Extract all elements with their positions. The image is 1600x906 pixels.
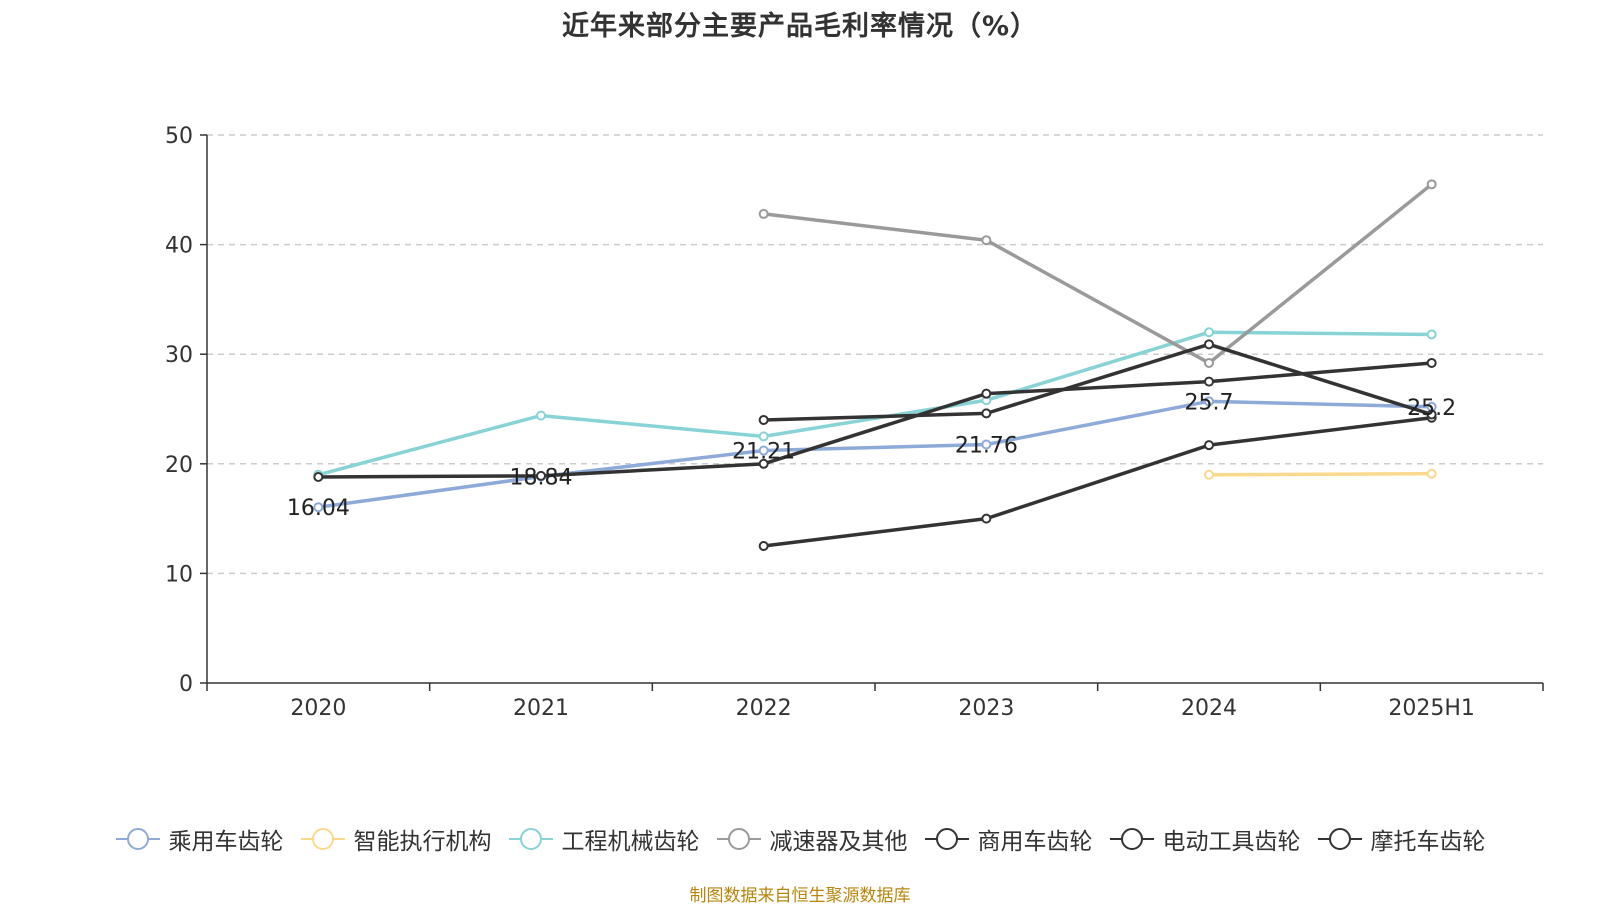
x-tick-label: 2025H1 bbox=[1388, 696, 1475, 721]
legend-label: 摩托车齿轮 bbox=[1370, 829, 1486, 855]
legend-line-marker-icon bbox=[508, 828, 553, 850]
legend-label: 电动工具齿轮 bbox=[1162, 829, 1301, 855]
data-point bbox=[758, 208, 769, 219]
data-point bbox=[1426, 468, 1437, 479]
data-label: 18.84 bbox=[510, 466, 573, 491]
data-point bbox=[1204, 469, 1214, 480]
legend: 乘用车齿轮 智能执行机构 工程机械齿轮 减速器及其他 商用车齿轮 电动工具齿轮 摩托车齿轮 bbox=[0, 822, 1600, 856]
series-line bbox=[761, 416, 1434, 548]
data-point bbox=[1204, 440, 1214, 451]
data-point bbox=[758, 431, 769, 442]
series-3 bbox=[758, 179, 1437, 368]
legend-label: 智能执行机构 bbox=[353, 829, 492, 855]
data-point bbox=[758, 414, 769, 425]
data-label: 25.2 bbox=[1407, 396, 1456, 421]
series-4 bbox=[313, 357, 1437, 482]
legend-item[interactable]: 商用车齿轮 bbox=[924, 822, 1093, 856]
source-note: 制图数据来自恒生聚源数据库 bbox=[689, 886, 911, 906]
data-point bbox=[981, 388, 992, 399]
data-point bbox=[758, 541, 769, 551]
axis-layer: 0 10 20 30 40 50 2020 2021 2022 2023 2024 2025H1 bbox=[165, 124, 1544, 721]
legend-item[interactable]: 电动工具齿轮 bbox=[1109, 822, 1301, 856]
series-line bbox=[316, 399, 1434, 509]
x-tick-label: 2023 bbox=[958, 696, 1014, 721]
series-0 bbox=[313, 396, 1437, 513]
series-6 bbox=[758, 339, 1437, 425]
chart-title: 近年来部分主要产品毛利率情况（%） bbox=[561, 11, 1039, 42]
data-point bbox=[1426, 409, 1437, 420]
data-point bbox=[758, 458, 769, 469]
data-point bbox=[1204, 396, 1214, 407]
data-point bbox=[1426, 357, 1437, 368]
x-tick-label: 2022 bbox=[736, 696, 792, 721]
legend-line-marker-icon bbox=[115, 828, 160, 850]
legend-label: 减速器及其他 bbox=[769, 829, 908, 855]
series-line bbox=[761, 182, 1434, 365]
legend-label: 工程机械齿轮 bbox=[561, 829, 700, 855]
legend-line-marker-icon bbox=[1317, 828, 1362, 850]
y-tick-label: 30 bbox=[165, 343, 193, 368]
series-layer bbox=[313, 179, 1437, 551]
data-point bbox=[1204, 339, 1214, 350]
data-label: 21.76 bbox=[955, 434, 1018, 459]
data-label: 21.21 bbox=[732, 440, 795, 465]
x-tick-label: 2021 bbox=[513, 696, 569, 721]
x-tick-label: 2020 bbox=[290, 696, 346, 721]
data-point bbox=[1204, 327, 1214, 338]
legend-item[interactable]: 工程机械齿轮 bbox=[508, 822, 700, 856]
grid-layer bbox=[207, 134, 1543, 575]
data-point bbox=[536, 410, 546, 421]
y-tick-label: 50 bbox=[165, 124, 193, 149]
data-point bbox=[981, 439, 992, 450]
series-line bbox=[1207, 471, 1434, 477]
legend-line-marker-icon bbox=[924, 828, 969, 850]
data-label: 16.04 bbox=[287, 496, 350, 521]
x-tick-label: 2024 bbox=[1181, 696, 1237, 721]
legend-item[interactable]: 摩托车齿轮 bbox=[1317, 822, 1486, 856]
legend-line-marker-icon bbox=[716, 828, 761, 850]
data-point bbox=[1426, 329, 1437, 340]
legend-label: 乘用车齿轮 bbox=[168, 829, 284, 855]
legend-item[interactable]: 减速器及其他 bbox=[716, 822, 908, 856]
data-point bbox=[981, 513, 992, 524]
data-point bbox=[313, 471, 324, 482]
data-point bbox=[981, 408, 992, 419]
legend-line-marker-icon bbox=[1109, 828, 1154, 850]
series-line bbox=[761, 342, 1434, 422]
data-point bbox=[758, 445, 769, 456]
legend-item[interactable]: 智能执行机构 bbox=[300, 822, 492, 856]
data-label-layer: 16.04 18.84 21.21 21.76 25.7 25.2 bbox=[287, 390, 1456, 521]
data-label: 25.7 bbox=[1185, 390, 1234, 415]
y-tick-label: 20 bbox=[165, 453, 193, 478]
data-point bbox=[981, 235, 992, 246]
y-tick-label: 40 bbox=[165, 234, 193, 259]
data-point bbox=[1204, 357, 1214, 368]
y-tick-label: 0 bbox=[179, 672, 193, 697]
legend-line-marker-icon bbox=[300, 828, 345, 850]
data-point bbox=[1204, 376, 1214, 387]
series-1 bbox=[1204, 468, 1437, 480]
y-tick-label: 10 bbox=[165, 562, 193, 587]
data-point bbox=[313, 502, 324, 513]
legend-label: 商用车齿轮 bbox=[977, 829, 1093, 855]
data-point bbox=[536, 470, 546, 481]
legend-item[interactable]: 乘用车齿轮 bbox=[115, 822, 284, 856]
data-point bbox=[1426, 179, 1437, 190]
series-line bbox=[316, 361, 1434, 479]
